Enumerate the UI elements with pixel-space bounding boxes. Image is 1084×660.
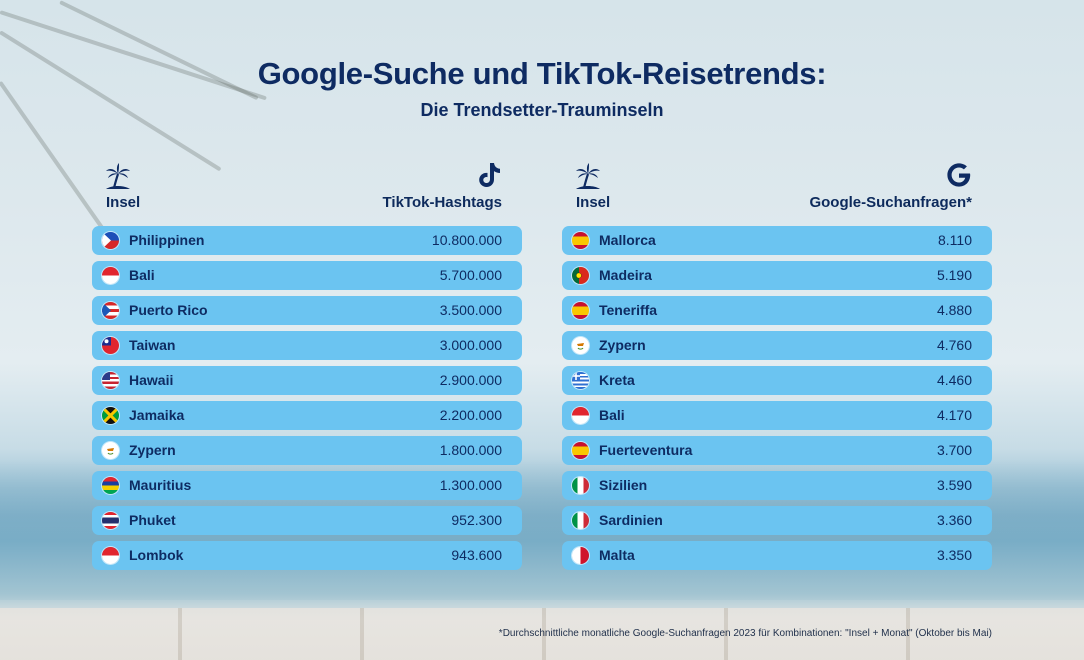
tiktok-icon	[479, 163, 500, 187]
island-name: Bali	[129, 267, 155, 283]
island-name: Jamaika	[129, 407, 185, 423]
jamaica-flag-icon	[102, 407, 119, 424]
boardwalk-background	[0, 608, 1084, 660]
philippines-flag-icon	[102, 232, 119, 249]
metric-column-label: TikTok-Hashtags	[382, 194, 502, 211]
table-row: Phuket 952.300	[92, 506, 522, 535]
panel-header: Insel TikTok-Hashtags	[92, 160, 522, 224]
google-searches-value: 3.360	[936, 512, 972, 528]
table-row: Mallorca 8.110	[562, 226, 992, 255]
island-column-label: Insel	[106, 194, 141, 211]
greece-flag-icon	[572, 372, 589, 389]
footnote: *Durchschnittliche monatliche Google-Suc…	[498, 628, 992, 639]
island-name: Philippinen	[129, 232, 205, 248]
google-searches-value: 4.760	[936, 337, 972, 353]
island-name: Sizilien	[599, 477, 648, 493]
table-row: Sardinien 3.360	[562, 506, 992, 535]
cyprus-flag-icon	[102, 442, 119, 459]
table-row: Bali 4.170	[562, 401, 992, 430]
table-row: Kreta 4.460	[562, 366, 992, 395]
google-searches-value: 8.110	[938, 232, 972, 248]
island-name: Sardinien	[599, 512, 663, 528]
google-icon	[947, 163, 971, 187]
indonesia-flag-icon	[102, 547, 119, 564]
cyprus-flag-icon	[572, 337, 589, 354]
google-searches-value: 5.190	[936, 267, 972, 283]
table-row: Mauritius 1.300.000	[92, 471, 522, 500]
table-row: Taiwan 3.000.000	[92, 331, 522, 360]
table-row: Sizilien 3.590	[562, 471, 992, 500]
tiktok-hashtags-value: 3.500.000	[439, 302, 502, 318]
panel-header: Insel Google-Suchanfragen*	[562, 160, 992, 224]
portugal-flag-icon	[572, 267, 589, 284]
google-searches-value: 3.700	[936, 442, 972, 458]
table-row: Hawaii 2.900.000	[92, 366, 522, 395]
island-name: Mallorca	[599, 232, 656, 248]
spain-flag-icon	[572, 442, 589, 459]
palm-island-icon	[576, 163, 600, 189]
island-name: Mauritius	[129, 477, 192, 493]
google-ranking-panel: Insel Google-Suchanfragen* Mallorca 8.110…	[562, 160, 992, 570]
table-row: Lombok 943.600	[92, 541, 522, 570]
table-row: Puerto Rico 3.500.000	[92, 296, 522, 325]
mauritius-flag-icon	[102, 477, 119, 494]
tiktok-hashtags-value: 3.000.000	[439, 337, 502, 353]
table-row: Bali 5.700.000	[92, 261, 522, 290]
taiwan-flag-icon	[102, 337, 119, 354]
tiktok-ranking-panel: Insel TikTok-Hashtags Philippinen 10.800.…	[92, 160, 522, 570]
thailand-flag-icon	[102, 512, 119, 529]
page-title: Google-Suche und TikTok-Reisetrends:	[257, 56, 827, 91]
italy-flag-icon	[572, 512, 589, 529]
island-name: Kreta	[599, 372, 635, 388]
tiktok-hashtags-value: 5.700.000	[439, 267, 502, 283]
island-name: Zypern	[129, 442, 176, 458]
table-row: Fuerteventura 3.700	[562, 436, 992, 465]
island-name: Malta	[599, 547, 635, 563]
table-row: Zypern 1.800.000	[92, 436, 522, 465]
indonesia-flag-icon	[572, 407, 589, 424]
tiktok-hashtags-value: 952.300	[451, 512, 502, 528]
google-searches-value: 3.350	[936, 547, 972, 563]
table-row: Philippinen 10.800.000	[92, 226, 522, 255]
table-row: Jamaika 2.200.000	[92, 401, 522, 430]
island-name: Teneriffa	[599, 302, 658, 318]
usa-flag-icon	[102, 372, 119, 389]
island-name: Bali	[599, 407, 625, 423]
google-searches-value: 4.880	[936, 302, 972, 318]
table-row: Zypern 4.760	[562, 331, 992, 360]
indonesia-flag-icon	[102, 267, 119, 284]
island-name: Phuket	[129, 512, 176, 528]
google-searches-value: 4.460	[936, 372, 972, 388]
tiktok-hashtags-value: 2.900.000	[439, 372, 502, 388]
island-name: Taiwan	[129, 337, 176, 353]
tiktok-hashtags-value: 1.300.000	[439, 477, 502, 493]
tiktok-hashtags-value: 2.200.000	[439, 407, 502, 423]
page-subtitle: Die Trendsetter-Trauminseln	[420, 100, 664, 120]
island-name: Lombok	[129, 547, 184, 563]
italy-flag-icon	[572, 477, 589, 494]
table-row: Malta 3.350	[562, 541, 992, 570]
tiktok-hashtags-value: 10.800.000	[431, 232, 502, 248]
island-name: Puerto Rico	[129, 302, 208, 318]
island-name: Fuerteventura	[599, 442, 693, 458]
google-searches-value: 4.170	[936, 407, 972, 423]
table-row: Teneriffa 4.880	[562, 296, 992, 325]
island-column-label: Insel	[576, 194, 611, 211]
puerto-rico-flag-icon	[102, 302, 119, 319]
palm-island-icon	[106, 163, 130, 189]
tiktok-hashtags-value: 943.600	[451, 547, 502, 563]
island-name: Madeira	[599, 267, 652, 283]
metric-column-label: Google-Suchanfragen*	[809, 194, 972, 211]
island-name: Hawaii	[129, 372, 174, 388]
google-searches-value: 3.590	[936, 477, 972, 493]
table-row: Madeira 5.190	[562, 261, 992, 290]
spain-flag-icon	[572, 302, 589, 319]
spain-flag-icon	[572, 232, 589, 249]
malta-flag-icon	[572, 547, 589, 564]
island-name: Zypern	[599, 337, 646, 353]
tiktok-hashtags-value: 1.800.000	[439, 442, 502, 458]
